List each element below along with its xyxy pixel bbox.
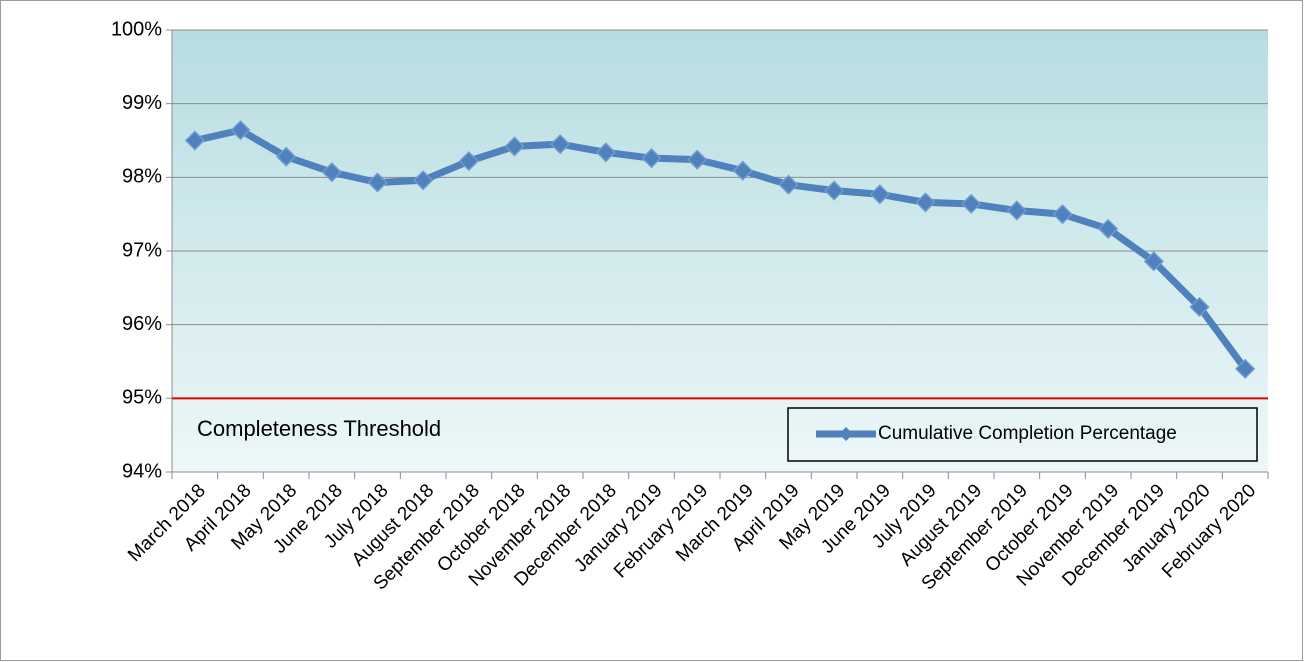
- threshold-label: Completeness Threshold: [197, 416, 441, 441]
- data-point: [778, 174, 799, 195]
- legend-label: Cumulative Completion Percentage: [878, 423, 1177, 444]
- legend-marker: [839, 427, 853, 441]
- data-point: [915, 192, 936, 213]
- data-point: [276, 146, 297, 167]
- data-point: [1143, 251, 1164, 272]
- y-tick-label: 99%: [122, 92, 162, 114]
- y-tick-label: 96%: [122, 313, 162, 335]
- data-point: [504, 136, 525, 157]
- data-point: [321, 162, 342, 183]
- data-point: [732, 160, 753, 181]
- data-point: [687, 149, 708, 170]
- data-point: [230, 120, 251, 141]
- y-tick-label: 95%: [122, 387, 162, 409]
- data-point: [1235, 358, 1256, 379]
- y-tick-label: 94%: [122, 460, 162, 482]
- data-point: [550, 134, 571, 155]
- y-tick-label: 100%: [111, 18, 162, 40]
- data-point: [595, 142, 616, 163]
- data-point: [824, 180, 845, 201]
- data-point: [641, 148, 662, 169]
- legend-box: [787, 407, 1258, 462]
- data-point: [458, 151, 479, 172]
- data-point: [1006, 200, 1027, 221]
- data-point: [1098, 218, 1119, 239]
- y-tick-label: 98%: [122, 166, 162, 188]
- data-point: [367, 172, 388, 193]
- data-point: [869, 184, 890, 205]
- y-tick-label: 97%: [122, 239, 162, 261]
- data-point: [184, 130, 205, 151]
- data-point: [413, 170, 434, 191]
- data-point: [1052, 204, 1073, 225]
- data-point: [961, 193, 982, 214]
- data-point: [1189, 296, 1210, 318]
